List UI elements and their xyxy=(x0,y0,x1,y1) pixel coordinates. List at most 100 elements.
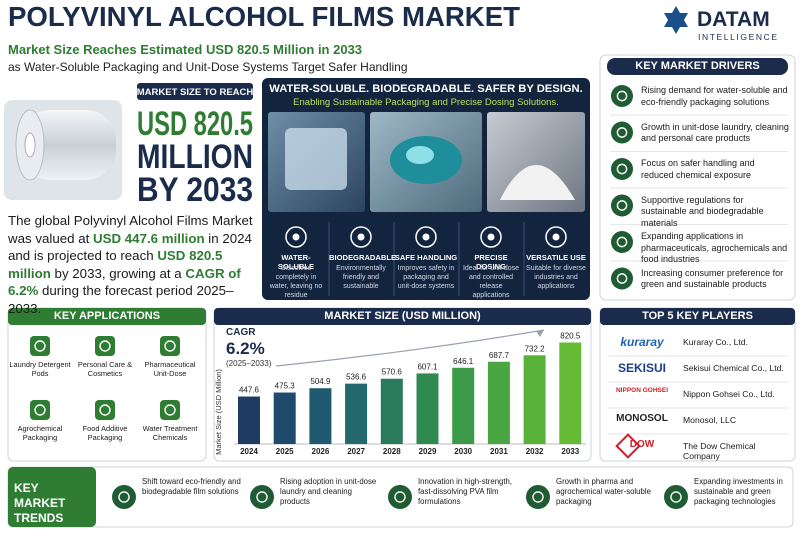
driver-text: Increasing consumer preference for green… xyxy=(641,267,784,290)
badge-bg xyxy=(137,83,253,100)
application-icon xyxy=(30,336,50,356)
feature-icon-glyph xyxy=(357,233,365,241)
application-icon xyxy=(95,400,115,420)
icon xyxy=(611,158,633,180)
x-tick-label: 2026 xyxy=(312,447,330,456)
bar xyxy=(559,342,582,444)
showcase-images xyxy=(268,112,585,212)
arrow-head xyxy=(536,330,544,337)
feature-icon-glyph xyxy=(422,233,430,241)
value-label: 732.2 xyxy=(525,344,546,353)
summary-text: in 2024 and is projected to reach xyxy=(8,230,252,264)
application-icon-glyph xyxy=(99,340,111,352)
showcase-title: WATER-SOLUBLE. BIODEGRADABLE. SAFER BY D… xyxy=(269,83,583,95)
icon xyxy=(664,485,688,509)
applications-title: KEY APPLICATIONS xyxy=(53,310,161,322)
application-label: Water Treatment Chemicals xyxy=(142,424,198,442)
icon xyxy=(388,485,412,509)
bar xyxy=(238,396,260,444)
feature-title: VERSATILE USE xyxy=(526,253,586,262)
bar xyxy=(416,373,439,444)
application-icon-glyph xyxy=(34,404,46,416)
application-label: Agrochemical Packaging xyxy=(17,424,63,442)
value-label: 607.1 xyxy=(417,362,438,371)
player-logo: kuraray xyxy=(620,335,664,349)
summary: The global Polyvinyl Alcohol Films Marke… xyxy=(8,212,262,317)
icon-glyph xyxy=(118,491,130,503)
players-header xyxy=(600,308,795,325)
bar xyxy=(487,361,510,444)
icon xyxy=(611,267,633,290)
player-name: Monosol, LLC xyxy=(683,415,737,425)
trend-text: Shift toward eco-friendly and biodegrada… xyxy=(142,477,241,496)
trend-text: Growth in pharma and agrochemical water-… xyxy=(556,477,651,506)
feature-title: SAFE HANDLING xyxy=(394,253,458,262)
chart-header xyxy=(214,308,591,325)
driver-text: Expanding applications in pharmaceutical… xyxy=(641,231,788,264)
subtitle: Market Size Reaches Estimated USD 820.5 … xyxy=(8,42,362,57)
trend-text: Expanding investments in sustainable and… xyxy=(694,477,783,506)
summary-highlight: USD 447.6 million xyxy=(93,230,205,246)
value-label: 820.5 xyxy=(560,332,581,341)
application-icon xyxy=(95,336,115,356)
applications-header xyxy=(8,308,206,325)
icon xyxy=(250,485,274,509)
badge: MARKET SIZE TO REACH xyxy=(137,87,254,98)
x-tick-label: 2027 xyxy=(347,447,365,456)
icon-glyph xyxy=(616,200,628,211)
x-tick-label: 2024 xyxy=(240,447,258,456)
drivers-title: KEY MARKET DRIVERS xyxy=(635,60,760,72)
value-label: 687.7 xyxy=(489,351,510,360)
feature-icon xyxy=(285,226,307,248)
x-tick-label: 2033 xyxy=(561,447,579,456)
icon xyxy=(611,194,633,217)
y-axis-label: Market Size (USD Million) xyxy=(214,369,223,455)
trends-title: KEY MARKET TRENDS xyxy=(14,481,66,525)
icon-glyph xyxy=(394,491,406,503)
logo-sub: INTELLIGENCE xyxy=(698,32,779,42)
value-label: 536.6 xyxy=(346,373,367,382)
application-label: Food Additive Packaging xyxy=(82,424,128,442)
trend-text: Innovation in high-strength, fast-dissol… xyxy=(418,477,513,506)
application-icon xyxy=(30,400,50,420)
application-icon xyxy=(160,336,180,356)
big-value: MILLION xyxy=(137,138,253,176)
trends-label-bg xyxy=(8,467,96,527)
players-title: TOP 5 KEY PLAYERS xyxy=(642,310,753,322)
summary-highlight: USD 820.5 million xyxy=(8,248,223,281)
drivers-panel xyxy=(599,54,796,301)
icon xyxy=(526,485,550,509)
value-label: 475.3 xyxy=(275,382,296,391)
bar-chart: CAGR 6.2% (2025–2033) Market Size (USD M… xyxy=(214,327,586,456)
application-label: Personal Care & Cosmetics xyxy=(77,360,133,378)
logo-name: DATAM xyxy=(697,8,770,31)
x-tick-label: 2028 xyxy=(383,447,401,456)
summary-highlight: CAGR of 6.2% xyxy=(8,265,241,299)
icon xyxy=(112,485,136,509)
chart-title: MARKET SIZE (USD MILLION) xyxy=(324,310,481,322)
icon-glyph xyxy=(616,163,628,175)
icon xyxy=(611,121,633,144)
trend-text: Rising adoption in unit-dose laundry and… xyxy=(280,477,377,506)
icon xyxy=(611,85,633,107)
player-name: Sekisui Chemical Co., Ltd. xyxy=(683,363,784,373)
bar xyxy=(345,383,368,444)
icon xyxy=(611,231,633,253)
x-tick-label: 2031 xyxy=(490,447,508,456)
driver-text: Supportive regulations for sustainable a… xyxy=(641,194,764,228)
bar xyxy=(452,367,475,444)
application-icon-glyph xyxy=(164,340,176,352)
application-icon-glyph xyxy=(34,340,46,352)
icon-glyph xyxy=(616,236,628,248)
player-logo: NIPPON GOHSEI xyxy=(615,387,668,394)
cagr-value: 6.2% xyxy=(226,339,265,358)
feature-title: BIODEGRADABLE xyxy=(329,253,397,262)
driver-text: Rising demand for water-soluble and eco-… xyxy=(641,85,788,107)
feature-icon-glyph xyxy=(487,233,495,241)
feature-text: Improves safety in packaging and unit-do… xyxy=(397,265,455,290)
icon-glyph xyxy=(616,127,628,138)
value-label: 447.6 xyxy=(239,386,260,395)
feature-dividers xyxy=(328,222,525,296)
